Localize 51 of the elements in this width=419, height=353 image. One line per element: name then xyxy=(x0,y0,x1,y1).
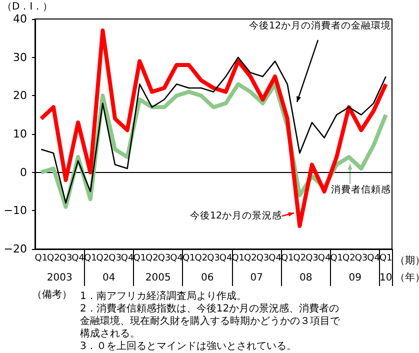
y-tick-label: 40 xyxy=(13,12,27,26)
x-tick-label: Q2 xyxy=(342,254,356,264)
x-tick-label: Q3 xyxy=(158,254,171,264)
x-tick-label: Q4 xyxy=(219,254,232,264)
x-tick-label: Q4 xyxy=(72,254,85,264)
x-tick-label: Q4 xyxy=(268,254,282,264)
x-tick-label: Q2 xyxy=(96,254,110,264)
text: （備考） xyxy=(32,288,72,300)
x-tick-label: Q4 xyxy=(170,254,184,264)
text: 04 xyxy=(102,272,116,284)
text: （年） xyxy=(395,272,419,284)
text: 1．南アフリカ経済調査局より作成。 xyxy=(80,290,246,302)
x-tick-label: Q3 xyxy=(256,254,270,264)
series-label: 消費者信頼感 xyxy=(331,184,391,196)
x-tick-label: Q2 xyxy=(244,254,257,264)
x-tick-label: Q1 xyxy=(330,254,344,264)
text: 07 xyxy=(250,272,263,284)
y-tick-label: 30 xyxy=(13,50,27,64)
x-tick-label: Q3 xyxy=(108,254,122,264)
x-tick-label: Q4 xyxy=(120,254,134,264)
x-tick-label: Q3 xyxy=(354,254,368,264)
text: 3．０を上回るとマインドは強いとされている。 xyxy=(80,340,296,352)
x-tick-label: Q1 xyxy=(34,254,48,264)
y-tick-label: −20 xyxy=(4,242,27,256)
text: 08 xyxy=(299,272,312,284)
x-tick-label: Q2 xyxy=(146,254,158,264)
text: 今後12か月の消費者の金融環境 xyxy=(248,20,392,32)
x-tick-label: Q4 xyxy=(367,254,380,264)
y-tick-label: 0 xyxy=(20,166,27,179)
x-axis-title: （期） xyxy=(395,254,419,266)
text: 2005 xyxy=(145,272,171,284)
y-tick-label: 20 xyxy=(13,89,27,102)
text: 2．消費者信頼感指数は、今後12か月の景況感、消費者の金融環境、現在耐久財を購入する時期かどうかの３項目で構成される。 xyxy=(80,302,341,340)
y-tick-label: −10 xyxy=(4,204,27,218)
text: 10 xyxy=(379,272,392,284)
x-tick-label: Q1 xyxy=(379,254,392,264)
text: 09 xyxy=(348,272,362,284)
x-tick-label: Q2 xyxy=(293,254,306,264)
x-tick-label: Q3 xyxy=(306,254,318,264)
x-tick-label: Q2 xyxy=(194,254,208,264)
x-tick-label: Q1 xyxy=(182,254,196,264)
y-tick-label: 10 xyxy=(13,128,27,140)
legend-label: 今後12か月の景況感 xyxy=(190,210,282,222)
x-tick-label: Q3 xyxy=(207,254,220,264)
x-tick-label: Q3 xyxy=(59,254,72,264)
x-tick-label: Q4 xyxy=(318,254,331,264)
x-tick-label: Q2 xyxy=(47,254,60,264)
text: 2003 xyxy=(46,272,72,284)
x-tick-label: Q1 xyxy=(133,254,146,264)
y-axis-title: （D．I．） xyxy=(2,2,53,12)
text: 06 xyxy=(200,272,214,284)
